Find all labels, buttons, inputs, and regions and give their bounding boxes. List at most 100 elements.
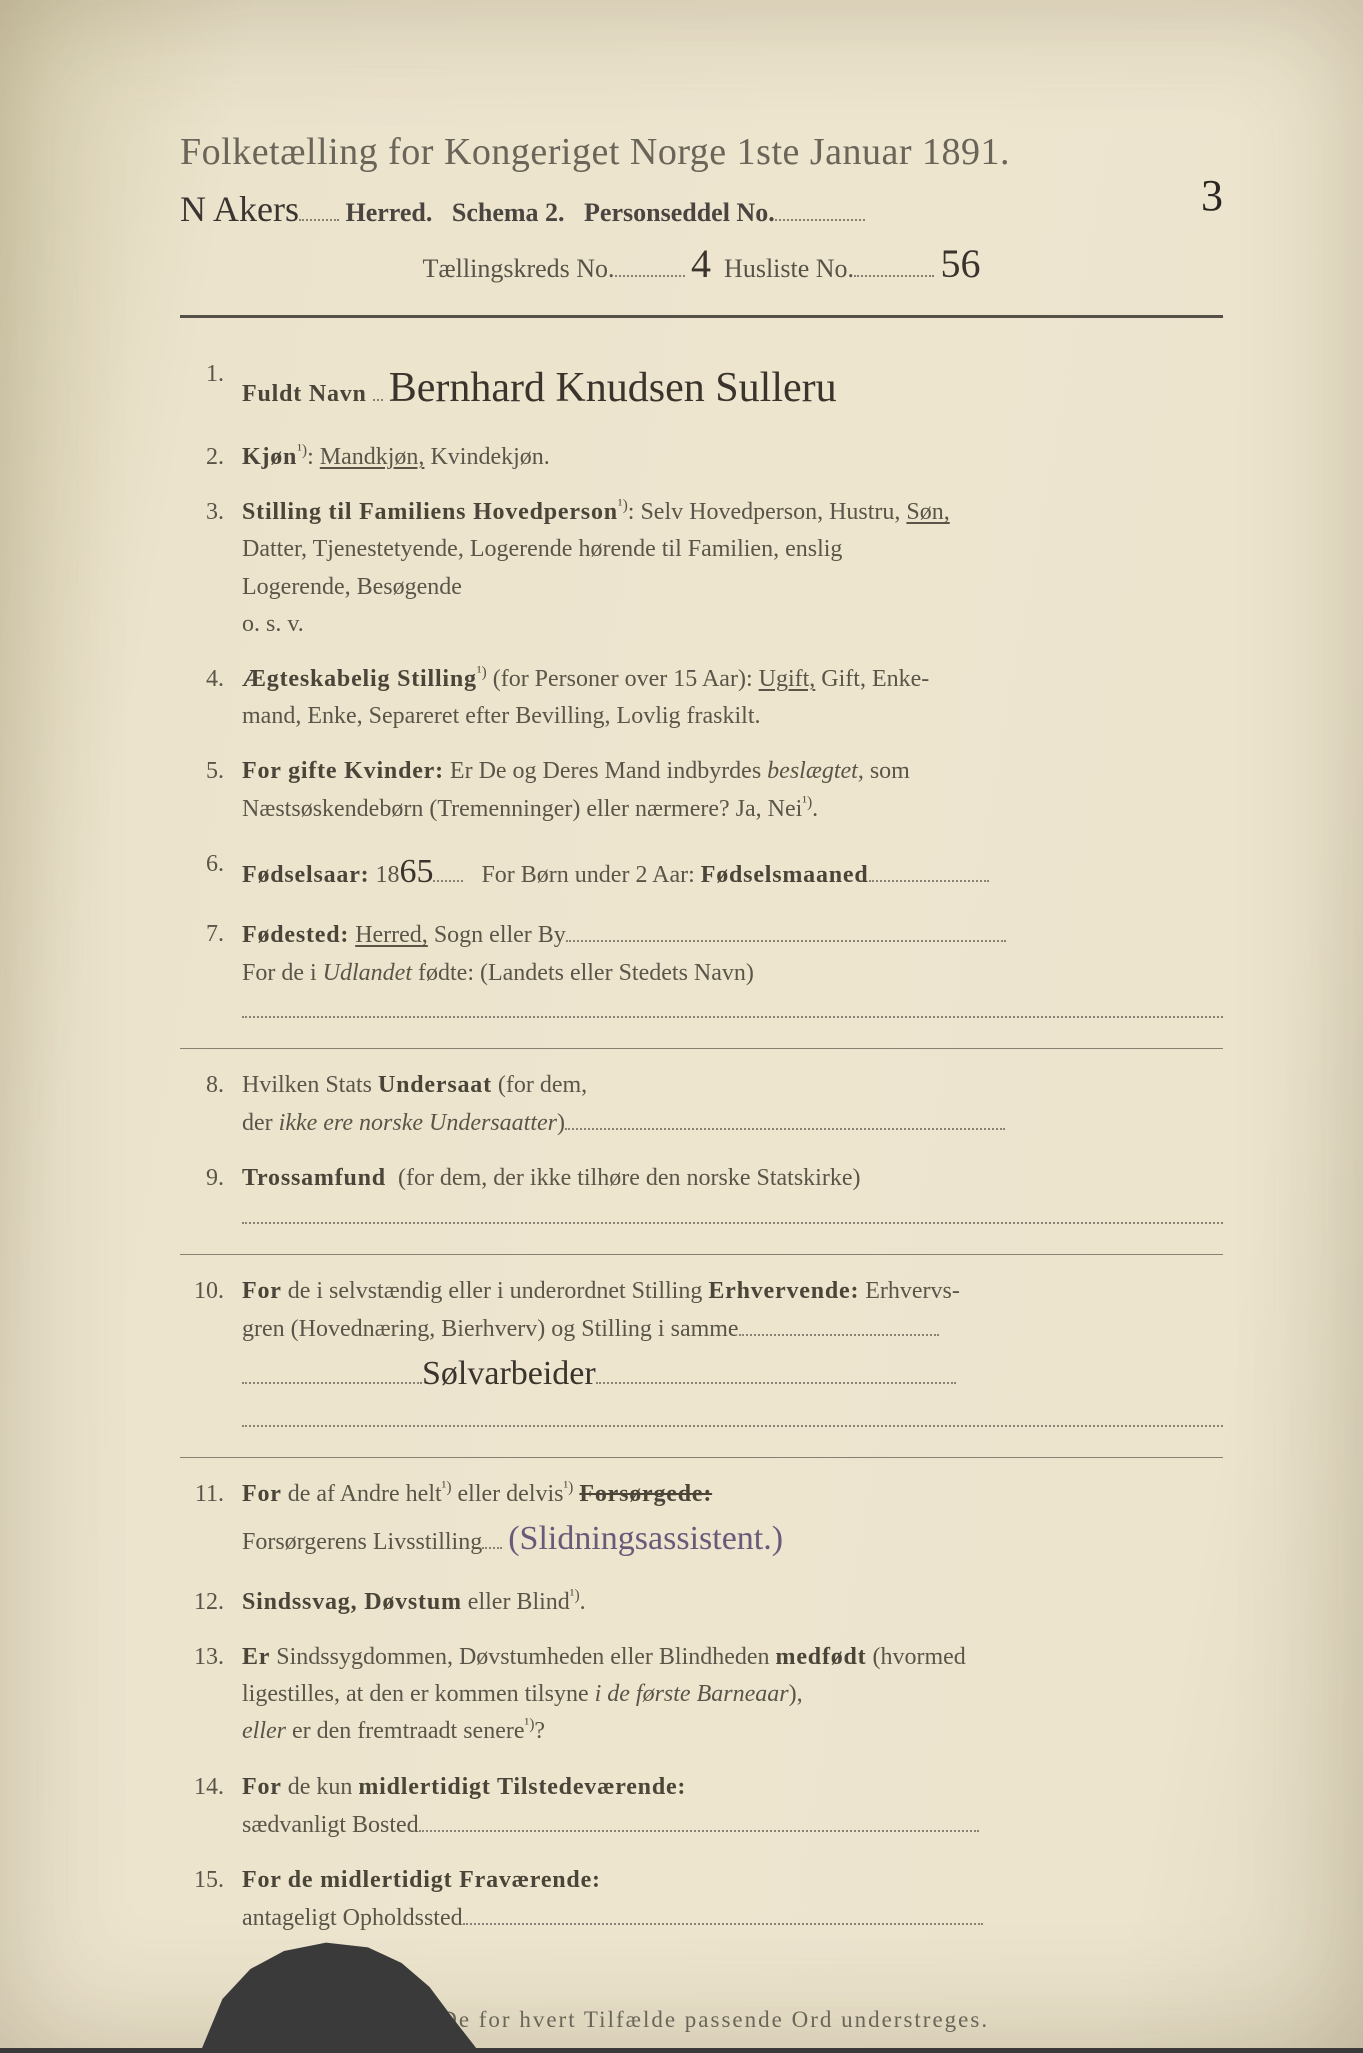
q2-label: Kjøn xyxy=(242,444,297,470)
q6-maaned-label: Fødselsmaaned xyxy=(701,862,869,888)
footnote-ref: ¹) xyxy=(570,1587,580,1604)
item-12: 12. Sindssvag, Døvstum eller Blind¹). xyxy=(180,1584,1223,1621)
q15-label: For xyxy=(242,1867,282,1893)
kreds-no-handwritten: 4 xyxy=(691,241,711,286)
item-5: 5. For gifte Kvinder: Er De og Deres Man… xyxy=(180,753,1223,827)
item-10: 10. For de i selvstændig eller i underor… xyxy=(180,1273,1223,1439)
page-title: Folketælling for Kongeriget Norge 1ste J… xyxy=(180,130,1223,174)
q8-text: der xyxy=(242,1110,273,1136)
item-1: 1. Fuldt Navn Bernhard Knudsen Sulleru xyxy=(180,356,1223,421)
q8-text: Hvilken Stats xyxy=(242,1072,372,1098)
dotline xyxy=(596,1358,956,1384)
q7-udlandet: Udlandet xyxy=(323,960,412,986)
dotted-fill xyxy=(299,219,339,221)
q3-text: Logerende, Besøgende xyxy=(242,574,462,600)
husliste-label: Husliste No. xyxy=(724,254,854,283)
q10-label: For xyxy=(242,1278,282,1304)
dotline xyxy=(242,992,1223,1018)
q15-mid: de midlertidigt Fraværende: xyxy=(288,1867,601,1893)
census-form-page: Folketælling for Kongeriget Norge 1ste J… xyxy=(0,0,1363,2048)
dotline xyxy=(433,856,463,882)
item-number: 8. xyxy=(180,1067,224,1104)
item-number: 3. xyxy=(180,494,224,531)
q13-italic: i de første Barneaar xyxy=(595,1681,789,1707)
item-number: 7. xyxy=(180,916,224,953)
question-list: 1. Fuldt Navn Bernhard Knudsen Sulleru 2… xyxy=(180,356,1223,1030)
q4-label: Ægteskabelig Stilling xyxy=(242,666,477,692)
q7-text: For de i xyxy=(242,960,317,986)
q13-text: Sindssygdommen, Døvstumheden eller Blind… xyxy=(276,1644,769,1670)
q14-text: de kun xyxy=(288,1774,353,1800)
thin-divider xyxy=(180,1048,1223,1049)
item-2: 2. Kjøn¹): Mandkjøn, Kvindekjøn. xyxy=(180,439,1223,476)
q9-text: (for dem, der ikke tilhøre den norske St… xyxy=(398,1165,861,1191)
q10-erhv: Erhvervende: xyxy=(708,1278,859,1304)
item-4: 4. Ægteskabelig Stilling¹) (for Personer… xyxy=(180,661,1223,735)
q7-herred-underlined: Herred, xyxy=(355,922,428,948)
q10-handwritten: Sølvarbeider xyxy=(422,1355,596,1392)
q13-text: er den fremtraadt senere xyxy=(292,1718,525,1744)
q15-text: antageligt Opholdssted xyxy=(242,1905,463,1931)
personseddel-no-handwritten: 3 xyxy=(1201,170,1223,221)
q8-text: ) xyxy=(557,1110,565,1136)
q3-text: o. s. v. xyxy=(242,611,304,637)
q7-text: Sogn eller By xyxy=(434,922,566,948)
dotted-fill xyxy=(854,275,934,277)
item-number: 14. xyxy=(180,1769,224,1806)
q5-label: For gifte Kvinder: xyxy=(242,758,444,784)
q10-text: Erhvervs- xyxy=(865,1278,960,1304)
q6-text: For Børn under 2 Aar: xyxy=(481,862,694,888)
q5-beslaegtet: beslægtet, xyxy=(767,758,864,784)
footnote-ref: ¹) xyxy=(564,1479,574,1496)
footnote-ref: ¹) xyxy=(297,442,307,459)
dotline xyxy=(739,1310,939,1336)
item-8: 8. Hvilken Stats Undersaat (for dem, der… xyxy=(180,1067,1223,1142)
header-line-1: N Akers Herred. Schema 2. Personseddel N… xyxy=(180,188,1223,230)
item-number: 9. xyxy=(180,1160,224,1197)
item-number: 6. xyxy=(180,846,224,883)
herred-label: Herred. xyxy=(346,198,433,227)
q2-mandkjon-underlined: Mandkjøn, xyxy=(320,444,425,470)
q13-label: Er xyxy=(242,1644,270,1670)
dotline xyxy=(869,856,989,882)
dotline xyxy=(566,916,1006,942)
q10-text: gren (Hovednæring, Bierhverv) og Stillin… xyxy=(242,1316,739,1342)
q3-text: Datter, Tjenestetyende, Logerende hørend… xyxy=(242,536,842,562)
q4-text: mand, Enke, Separeret efter Bevilling, L… xyxy=(242,703,761,729)
item-7: 7. Fødested: Herred, Sogn eller By For d… xyxy=(180,916,1223,1030)
personseddel-label: Personseddel No. xyxy=(584,198,775,227)
q13-medfodt: medfødt xyxy=(776,1644,867,1670)
item-number: 15. xyxy=(180,1862,224,1899)
q4-paren: (for Personer over 15 Aar): xyxy=(493,666,753,692)
q14-mid: midlertidigt Tilstedeværende: xyxy=(358,1774,686,1800)
item-14: 14. For de kun midlertidigt Tilstedevære… xyxy=(180,1769,1223,1844)
q7-label: Fødested: xyxy=(242,922,349,948)
form-content: Folketælling for Kongeriget Norge 1ste J… xyxy=(180,130,1223,2033)
q5-text: som xyxy=(870,758,910,784)
question-list-2: 8. Hvilken Stats Undersaat (for dem, der… xyxy=(180,1067,1223,1236)
q14-label: For xyxy=(242,1774,282,1800)
footnote-ref: ¹) xyxy=(477,664,487,681)
item-number: 5. xyxy=(180,753,224,790)
q13-eller: eller xyxy=(242,1718,286,1744)
q12-text: eller Blind xyxy=(468,1589,570,1615)
item-9: 9. Trossamfund (for dem, der ikke tilhør… xyxy=(180,1160,1223,1235)
item-13: 13. Er Sindssygdommen, Døvstumheden elle… xyxy=(180,1639,1223,1751)
question-list-3: 10. For de i selvstændig eller i underor… xyxy=(180,1273,1223,1439)
footnote-ref: ¹) xyxy=(525,1716,535,1733)
q2-kvindekjon: Kvindekjøn. xyxy=(430,444,549,470)
item-number: 4. xyxy=(180,661,224,698)
item-number: 10. xyxy=(180,1273,224,1310)
item-number: 13. xyxy=(180,1639,224,1676)
dotted-fill xyxy=(615,275,685,277)
header-line-2: Tællingskreds No. 4 Husliste No. 56 xyxy=(180,240,1223,287)
schema-label: Schema 2. xyxy=(452,198,565,227)
q11-handwritten: (Slidningsassistent.) xyxy=(508,1520,783,1557)
question-list-4: 11. For de af Andre helt¹) eller delvis¹… xyxy=(180,1476,1223,1937)
q6-prefix: 18 xyxy=(375,862,399,888)
footnote-text: De for hvert Tilfælde passende Ord under… xyxy=(440,2007,989,2032)
q1-handwritten: Bernhard Knudsen Sulleru xyxy=(389,365,837,411)
item-number: 2. xyxy=(180,439,224,476)
dotline xyxy=(373,375,383,401)
divider-rule xyxy=(180,315,1223,318)
